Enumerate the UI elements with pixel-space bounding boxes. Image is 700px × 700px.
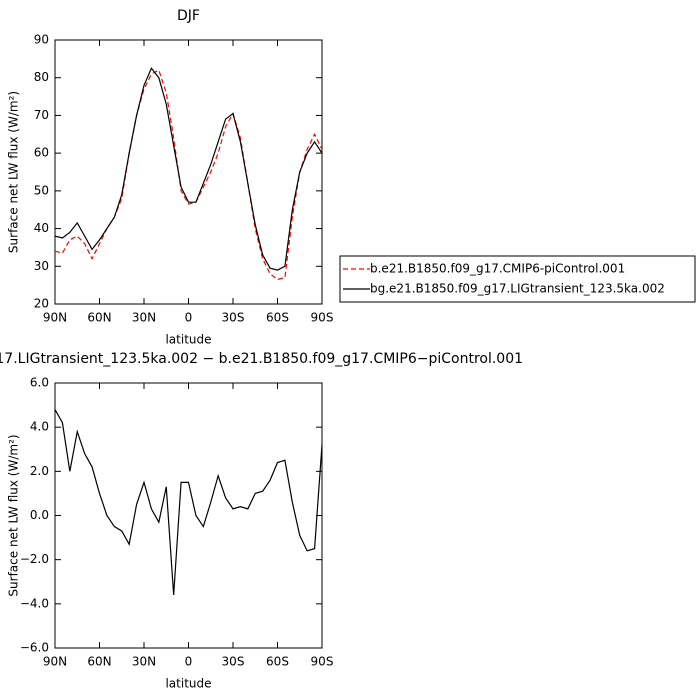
x-tick-label: 60N [87, 655, 111, 669]
y-tick-label: −6.0 [20, 641, 49, 655]
x-tick-label: 30S [222, 655, 245, 669]
y-tick-label: 60 [34, 146, 49, 160]
plot-frame [54, 39, 323, 305]
x-tick-label: 90N [43, 311, 67, 325]
y-tick-label: 4.0 [30, 420, 49, 434]
data-line [54, 67, 323, 271]
y-axis-label: Surface net LW flux (W/m²) [7, 91, 21, 253]
x-tick-label: 60S [266, 311, 289, 325]
x-tick-label: 30N [132, 655, 156, 669]
y-axis-label: Surface net LW flux (W/m²) [7, 434, 21, 596]
y-tick-label: 6.0 [30, 376, 49, 390]
y-tick-label: 30 [34, 259, 49, 273]
x-tick-label: 0 [185, 311, 193, 325]
x-axis-label: latitude [165, 677, 211, 691]
x-tick-label: 90N [43, 655, 67, 669]
data-line [54, 69, 323, 281]
chart-title: DJF [177, 8, 200, 24]
y-tick-label: 90 [34, 33, 49, 47]
x-tick-label: 90S [311, 311, 334, 325]
data-line [54, 409, 323, 596]
plot-frame [54, 382, 323, 649]
y-tick-label: 50 [34, 183, 49, 197]
x-tick-label: 30S [222, 311, 245, 325]
y-tick-label: 80 [34, 70, 49, 84]
legend-label: b.e21.B1850.f09_g17.CMIP6-piControl.001 [370, 262, 625, 276]
y-tick-label: 20 [34, 297, 49, 311]
y-tick-label: 2.0 [30, 464, 49, 478]
x-tick-label: 0 [185, 655, 193, 669]
legend-box [339, 255, 696, 303]
y-tick-label: −4.0 [20, 596, 49, 610]
x-tick-label: 90S [311, 655, 334, 669]
legend-label: bg.e21.B1850.f09_g17.LIGtransient_123.5k… [370, 282, 665, 296]
chart-title: bg.e21.B1850.f09_g17.LIGtransient_123.5k… [0, 351, 523, 367]
x-tick-label: 60N [87, 311, 111, 325]
x-tick-label: 60S [266, 655, 289, 669]
x-axis-label: latitude [165, 333, 211, 347]
y-tick-label: 40 [34, 221, 49, 235]
y-tick-label: 0.0 [30, 508, 49, 522]
y-tick-label: −2.0 [20, 552, 49, 566]
y-tick-label: 70 [34, 108, 49, 122]
x-tick-label: 30N [132, 311, 156, 325]
